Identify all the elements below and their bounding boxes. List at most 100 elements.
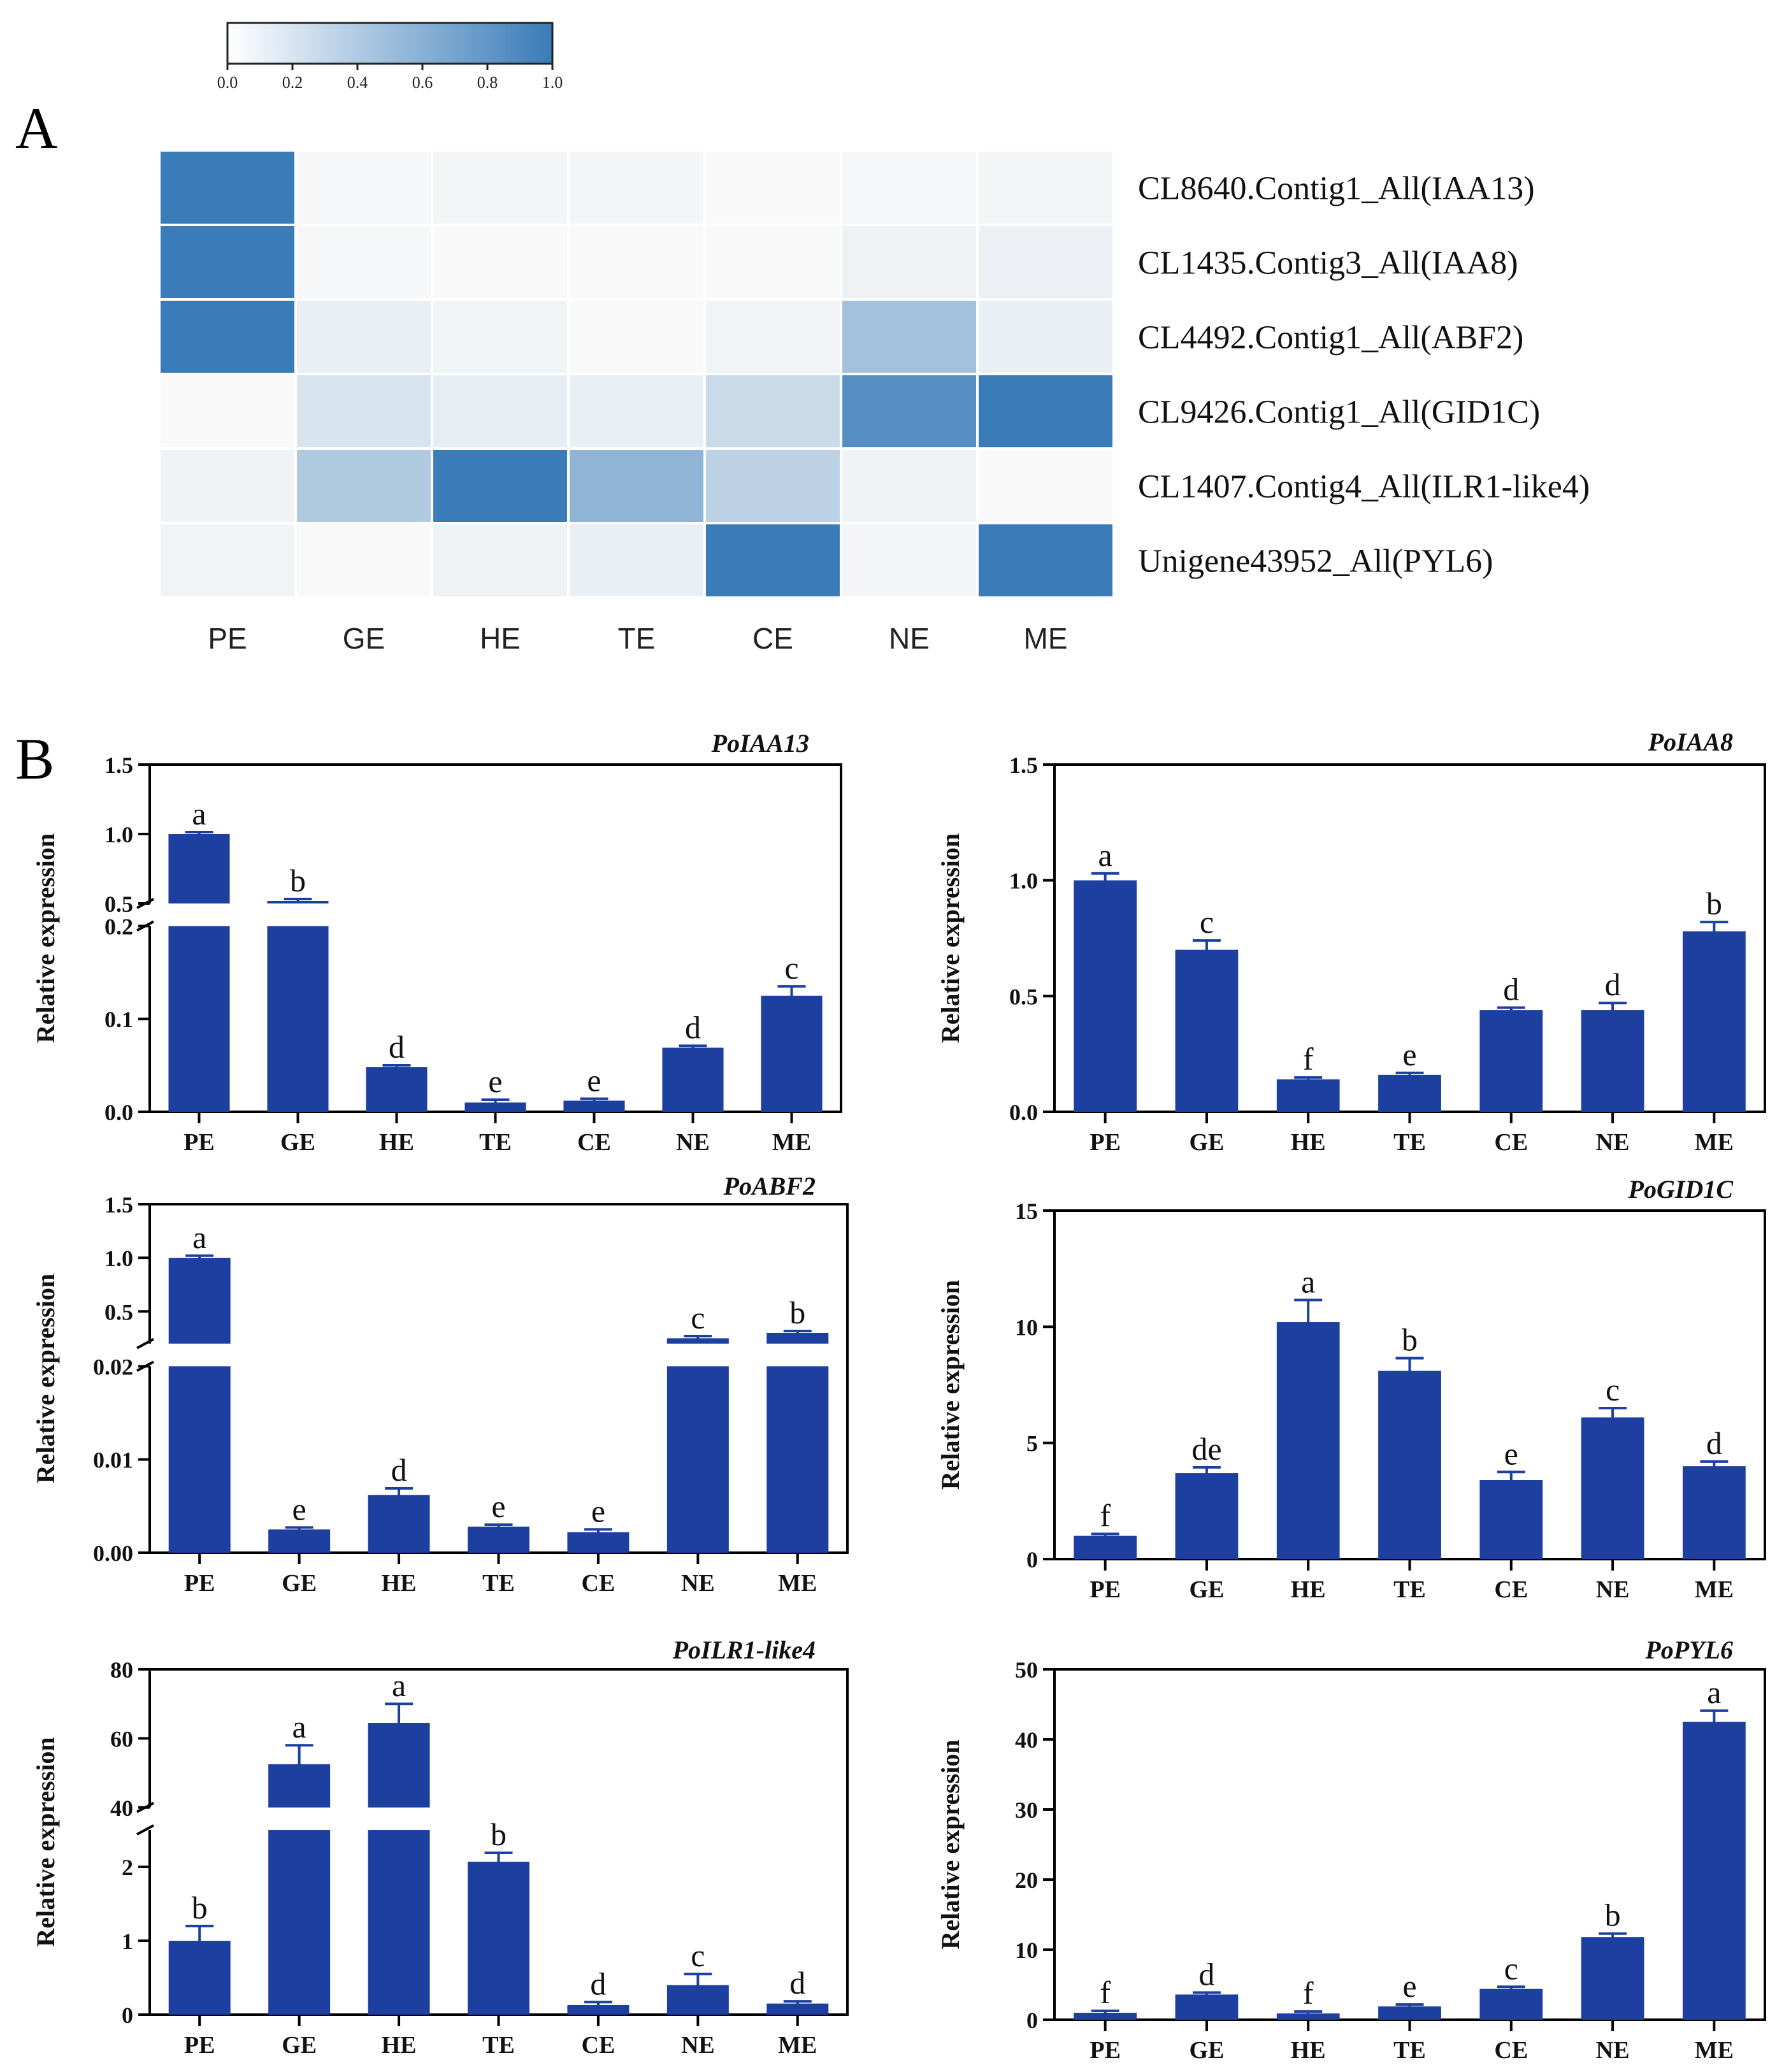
heatmap-cell <box>567 447 706 524</box>
x-tick-label: CE <box>1494 2037 1528 2064</box>
heatmap-cell <box>567 373 706 450</box>
bar <box>567 2004 629 2015</box>
heatmap-col-label: HE <box>480 622 521 655</box>
x-tick-label: PE <box>1090 1576 1121 1603</box>
heatmap-cell <box>976 149 1115 226</box>
y-tick-label: 0.0 <box>104 1100 133 1125</box>
error-bar <box>1395 1071 1424 1076</box>
bar <box>1581 1937 1644 2020</box>
y-tick-label: 20 <box>1015 1867 1038 1893</box>
bar <box>267 926 329 1112</box>
significance-letter: c <box>691 1300 705 1335</box>
error-bar <box>1700 921 1729 941</box>
error-bar <box>1599 1002 1627 1018</box>
x-tick-label: TE <box>1393 1129 1426 1156</box>
bar <box>268 1529 331 1553</box>
error-bar <box>584 1528 612 1536</box>
significance-letter: f <box>1100 1498 1111 1534</box>
heatmap-cell <box>567 224 706 301</box>
significance-letter: d <box>1198 1956 1214 1992</box>
bar <box>1276 1322 1340 1559</box>
error-bar <box>1700 1460 1729 1471</box>
y-tick-label: 0.5 <box>104 891 133 917</box>
x-tick-label: HE <box>382 2032 417 2059</box>
heatmap-cell <box>294 522 433 599</box>
y-tick-label: 1.5 <box>104 1192 133 1218</box>
x-tick-label: TE <box>482 2032 515 2059</box>
x-tick-label: GE <box>1189 1129 1224 1156</box>
error-bar <box>580 1097 608 1103</box>
y-tick-label: 0.00 <box>93 1541 133 1566</box>
bar <box>1175 949 1239 1112</box>
heatmap-cell <box>431 522 570 599</box>
x-tick-label: GE <box>1189 1576 1224 1603</box>
bar <box>1581 1010 1644 1112</box>
error-bar <box>1192 1465 1221 1479</box>
x-tick-label: HE <box>1291 1576 1326 1603</box>
bar-chart-poiaa8: PoIAA8 Relative expression 0.0 0.5 1.0 1.5 a PE… <box>936 728 1766 1156</box>
heatmap-cell <box>431 373 570 450</box>
error-bar <box>1192 1991 1221 1996</box>
y-tick-label: 0.5 <box>104 1299 133 1325</box>
significance-letter: d <box>590 1966 606 2001</box>
error-bar <box>783 2000 812 2006</box>
error-bar <box>285 1526 313 1532</box>
y-tick-label: 0 <box>122 2003 133 2028</box>
bar <box>766 2003 829 2015</box>
bar <box>1074 1536 1137 1559</box>
significance-letter: e <box>587 1063 601 1098</box>
plot-frame <box>1053 1668 1766 2021</box>
heatmap-cell <box>976 298 1115 375</box>
x-tick-label: ME <box>1695 1129 1734 1156</box>
error-bar <box>1395 1356 1424 1384</box>
bar-chart-poilr1-like4: PoILR1-like4 Relative expression 0 1 2 40 60 80… <box>31 1636 849 2059</box>
y-tick-label: 5 <box>1026 1431 1038 1457</box>
error-bar <box>1700 1709 1729 1734</box>
chart-title: PoIAA13 <box>711 729 809 758</box>
error-bar <box>1294 2010 1323 2015</box>
y-tick-label: 50 <box>1015 1657 1038 1683</box>
x-tick-label: NE <box>1596 1129 1630 1156</box>
error-bar <box>1497 1006 1525 1012</box>
heatmap-cell <box>703 224 842 301</box>
heatmap-cell <box>431 149 570 226</box>
error-bar <box>385 1487 414 1502</box>
significance-letter: d <box>389 1029 405 1065</box>
significance-letter: c <box>1504 1950 1518 1986</box>
y-tick-label: 40 <box>1015 1727 1038 1753</box>
significance-letter: b <box>491 1817 507 1852</box>
y-tick-label: 0.0 <box>1009 1100 1038 1125</box>
error-bar <box>484 1851 513 1871</box>
x-tick-label: NE <box>676 1129 710 1156</box>
x-tick-label: TE <box>479 1129 512 1156</box>
x-tick-label: ME <box>772 1129 811 1156</box>
chart-title: PoGID1C <box>1628 1175 1734 1204</box>
bar <box>1175 1473 1239 1559</box>
chart-title: PoIAA8 <box>1648 728 1733 756</box>
y-tick-label: 40 <box>110 1795 133 1821</box>
heatmap-cell <box>431 224 570 301</box>
significance-letter: b <box>192 1890 208 1925</box>
bar-chart-poabf2: PoABF2 Relative expression 0.00 0.01 0.02 0.5… <box>31 1172 849 1597</box>
bar <box>168 1366 231 1553</box>
error-bar <box>385 1702 414 1742</box>
error-bar <box>285 1744 313 1783</box>
y-tick-label: 1.0 <box>104 822 133 847</box>
error-bar <box>1294 1299 1323 1344</box>
bar <box>1682 1466 1746 1559</box>
bar <box>1378 1371 1441 1559</box>
heatmap-col-label: NE <box>889 622 930 655</box>
significance-letter: e <box>292 1491 306 1527</box>
heatmap-cell <box>158 149 297 226</box>
x-tick-label: TE <box>1393 1576 1426 1603</box>
error-bar <box>684 1973 712 1996</box>
colorbar-tick-label: 0.0 <box>217 73 238 92</box>
chart-title: PoPYL6 <box>1644 1636 1733 1664</box>
bar <box>368 1830 430 2015</box>
heatmap-cell <box>431 298 570 375</box>
heatmap-cell <box>158 298 297 375</box>
error-bar <box>1192 939 1221 960</box>
colorbar-tick-label: 0.4 <box>347 73 368 92</box>
y-tick-label: 1 <box>122 1929 133 1954</box>
plot-frame <box>148 763 842 1113</box>
